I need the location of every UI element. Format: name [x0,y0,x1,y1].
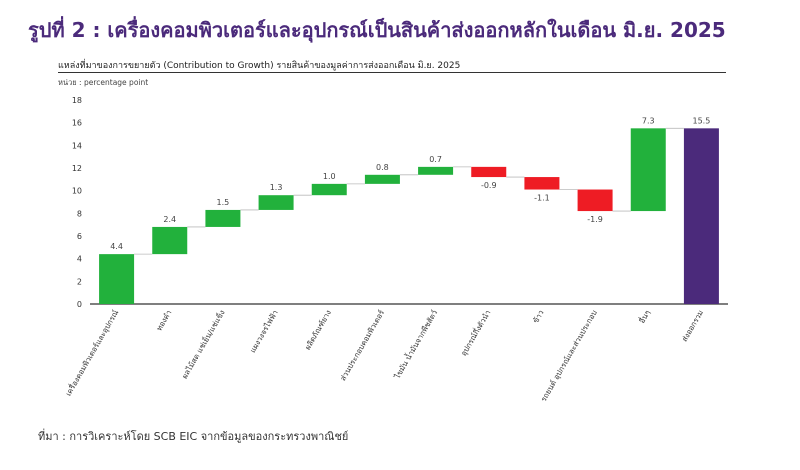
chart-subtitle: แหล่งที่มาของการขยายตัว (Contribution to… [58,61,461,71]
waterfall-bar [418,166,454,175]
x-category-label: อุปกรณ์กึ่งตัวนำ [458,308,492,358]
y-tick-label: 8 [77,209,82,218]
waterfall-bar [524,177,560,190]
data-label: 1.3 [270,183,283,192]
x-category-label: ส่วนประกอบคอมพิวเตอร์ [338,309,386,383]
data-label: 4.4 [110,242,123,251]
y-tick-label: 4 [77,255,82,264]
x-category-label: เครื่องคอมพิวเตอร์และอุปกรณ์ [63,308,120,398]
x-category-label: แผงวงจรไฟฟ้า [248,309,280,355]
data-label: 1.0 [323,172,336,181]
unit-label: หน่วย : percentage point [58,78,149,87]
waterfall-bar [683,128,719,304]
data-label: 2.4 [163,215,176,224]
waterfall-bar [205,209,241,227]
source-note: ที่มา : การวิเคราะห์โดย SCB EIC จากข้อมู… [38,430,349,443]
y-tick-label: 18 [72,96,82,105]
data-label: -1.1 [534,194,550,203]
data-label: 7.3 [642,116,655,125]
data-label: 0.8 [376,163,389,172]
x-category-label: ผลิตภัณฑ์ยาง [303,308,333,351]
x-category-label: ผลไม้สด แช่เย็น/แช่แข็ง [179,308,227,381]
waterfall-bar [577,189,613,212]
title-divider [58,72,726,73]
y-tick-label: 12 [72,164,82,173]
waterfall-bar [364,174,400,184]
waterfall-bar [311,183,347,196]
x-category-label: ไขมัน น้ำมันจากพืชสัตว์ [391,308,439,381]
waterfall-bar [99,254,135,304]
x-category-label: ทองคำ [155,309,174,333]
y-tick-label: 0 [77,300,82,309]
y-tick-label: 14 [72,141,82,150]
y-tick-label: 2 [77,277,82,286]
waterfall-bar [258,195,294,210]
data-label: -1.9 [587,215,603,224]
data-label: 0.7 [429,155,442,164]
figure-title: รูปที่ 2 : เครื่องคอมพิวเตอร์และอุปกรณ์เ… [28,18,726,42]
waterfall-bar [471,166,507,178]
x-category-label: อื่นๆ [636,308,652,325]
x-category-label: รถยนต์ อุปกรณ์และส่วนประกอบ [539,308,599,403]
y-tick-label: 10 [72,187,82,196]
waterfall-bar [152,226,188,255]
data-label: 15.5 [693,116,711,125]
y-tick-label: 6 [77,232,82,241]
x-category-label: ส่งออกรวม [680,308,705,343]
data-label: 1.5 [217,198,230,207]
waterfall-bar [630,128,666,212]
x-category-label: ข้าว [531,309,546,325]
data-label: -0.9 [481,181,497,190]
y-tick-label: 16 [72,119,82,128]
